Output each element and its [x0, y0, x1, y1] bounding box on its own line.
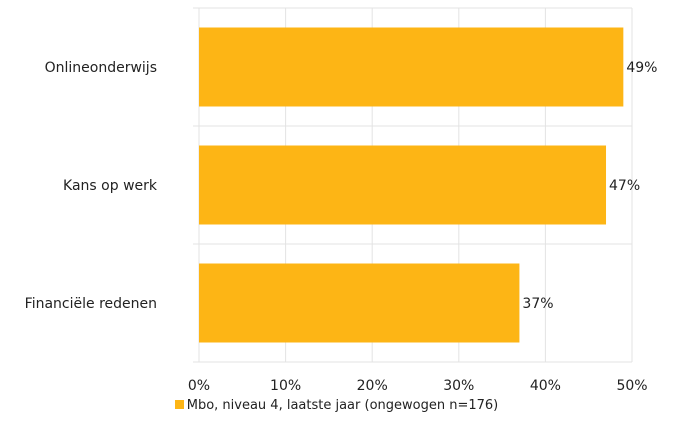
x-tick-label-0: 0%: [188, 378, 210, 394]
x-tick-label-1: 10%: [270, 378, 301, 394]
data-label-2: 37%: [522, 296, 553, 312]
data-labels: 49% 47% 37%: [522, 60, 657, 312]
bar-0: [199, 27, 624, 107]
bar-chart: Onlineonderwijs Kans op werk Financiële re…: [25, 7, 657, 394]
legend-label: Mbo, niveau 4, laatste jaar (ongewogen n…: [186, 398, 499, 413]
data-label-0: 49%: [626, 60, 657, 76]
category-label-2: Financiële redenen: [25, 296, 157, 312]
x-tick-label-2: 20%: [357, 378, 388, 394]
x-tick-label-5: 50%: [616, 378, 647, 394]
legend: Mbo, niveau 4, laatste jaar (ongewogen n…: [0, 398, 673, 413]
data-label-1: 47%: [609, 178, 640, 194]
x-tick-label-3: 30%: [443, 378, 474, 394]
bar-2: [199, 263, 520, 343]
x-tick-label-4: 40%: [530, 378, 561, 394]
category-label-0: Onlineonderwijs: [45, 60, 157, 76]
category-label-1: Kans op werk: [63, 178, 158, 194]
x-axis-tick-labels: 0% 10% 20% 30% 40% 50%: [188, 378, 648, 394]
legend-swatch: [174, 400, 184, 409]
category-labels: Onlineonderwijs Kans op werk Financiële re…: [25, 60, 158, 312]
bars: [199, 27, 624, 343]
bar-1: [199, 145, 607, 225]
